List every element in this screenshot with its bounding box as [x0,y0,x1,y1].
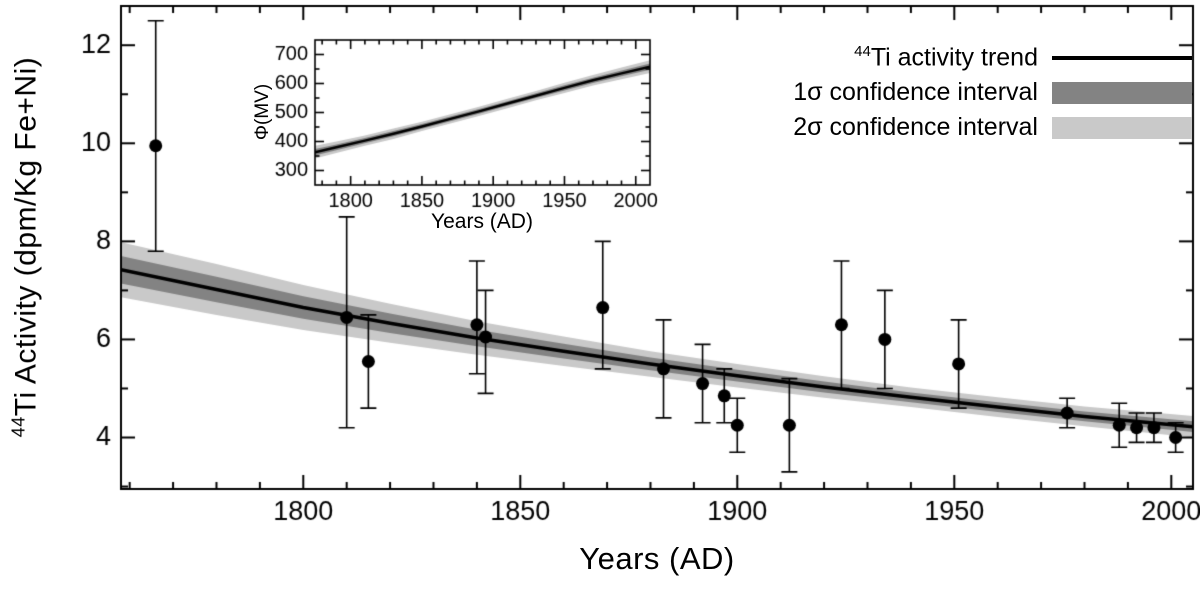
y-axis-label-text: Ti Activity (dpm/Kg Fe+Ni) [9,56,43,417]
y-axis-label: 44Ti Activity (dpm/Kg Fe+Ni) [9,57,44,438]
legend-label-trend-text: Ti activity trend [870,43,1038,72]
trend-line-swatch [1052,55,1192,60]
legend-label-trend: 44Ti activity trend [854,43,1038,72]
legend-item-2sigma: 2σ confidence interval [793,110,1192,145]
inset-y-axis-label: Φ(MV) [252,83,273,141]
legend-label-1sigma: 1σ confidence interval [793,78,1038,106]
legend-label-2sigma: 2σ confidence interval [793,113,1038,141]
legend-item-trend: 44Ti activity trend [793,40,1192,75]
legend-item-1sigma: 1σ confidence interval [793,75,1192,110]
2sigma-band-swatch [1052,116,1192,139]
1sigma-band-swatch [1052,81,1192,104]
inset-x-axis-label: Years (AD) [431,210,533,233]
x-axis-label: Years (AD) [579,541,735,576]
legend: 44Ti activity trend 1σ confidence interv… [793,40,1192,145]
legend-label-superscript: 44 [854,42,871,60]
y-axis-label-superscript: 44 [8,416,29,438]
